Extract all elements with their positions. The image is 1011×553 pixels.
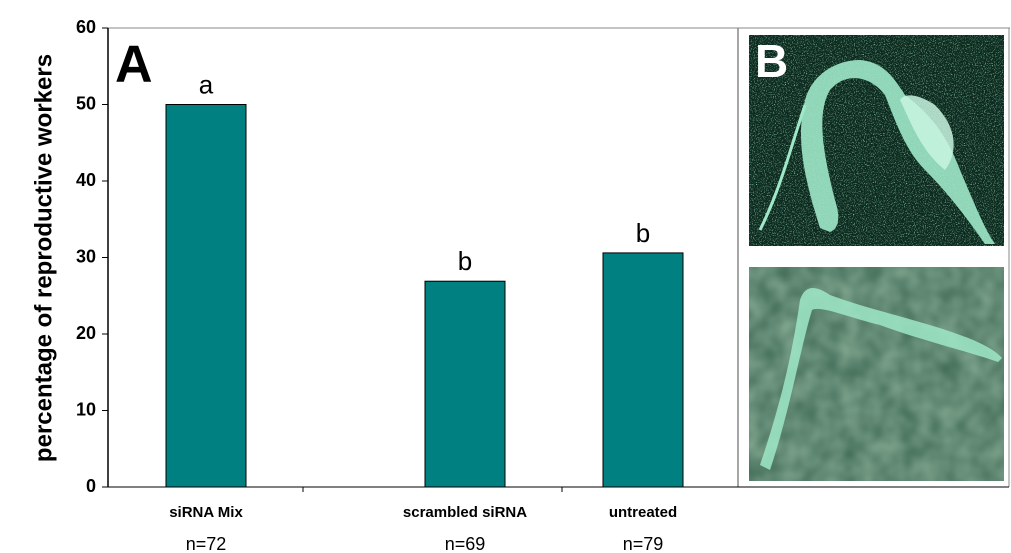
x-tick-label: siRNA Mix [169, 504, 243, 521]
bar [603, 253, 683, 487]
significance-letter: a [199, 69, 214, 99]
y-tick-label: 50 [76, 93, 96, 113]
y-tick-label: 30 [76, 246, 96, 266]
sample-size: n=69 [445, 534, 486, 553]
y-axis-label: percentage of reproductive workers [30, 54, 57, 462]
y-tick-label: 40 [76, 170, 96, 190]
x-tick-label: scrambled siRNA [403, 504, 527, 521]
page: percentage of reproductive workers A B 0… [0, 0, 1011, 553]
panel-label: A [115, 36, 153, 94]
sample-size: n=79 [623, 534, 664, 553]
y-tick-label: 20 [76, 323, 96, 343]
bar [166, 105, 246, 488]
bar [425, 281, 505, 487]
y-tick-label: 60 [76, 17, 96, 37]
x-tick-label: untreated [609, 504, 677, 521]
significance-letter: b [636, 218, 650, 248]
sample-size: n=72 [186, 534, 227, 553]
panel-label: B [755, 35, 788, 87]
y-tick-label: 0 [86, 476, 96, 496]
chart: percentage of reproductive workers A B 0… [0, 0, 1011, 553]
significance-letter: b [458, 246, 472, 276]
micrograph-bottom [749, 267, 1004, 481]
y-tick-label: 10 [76, 399, 96, 419]
